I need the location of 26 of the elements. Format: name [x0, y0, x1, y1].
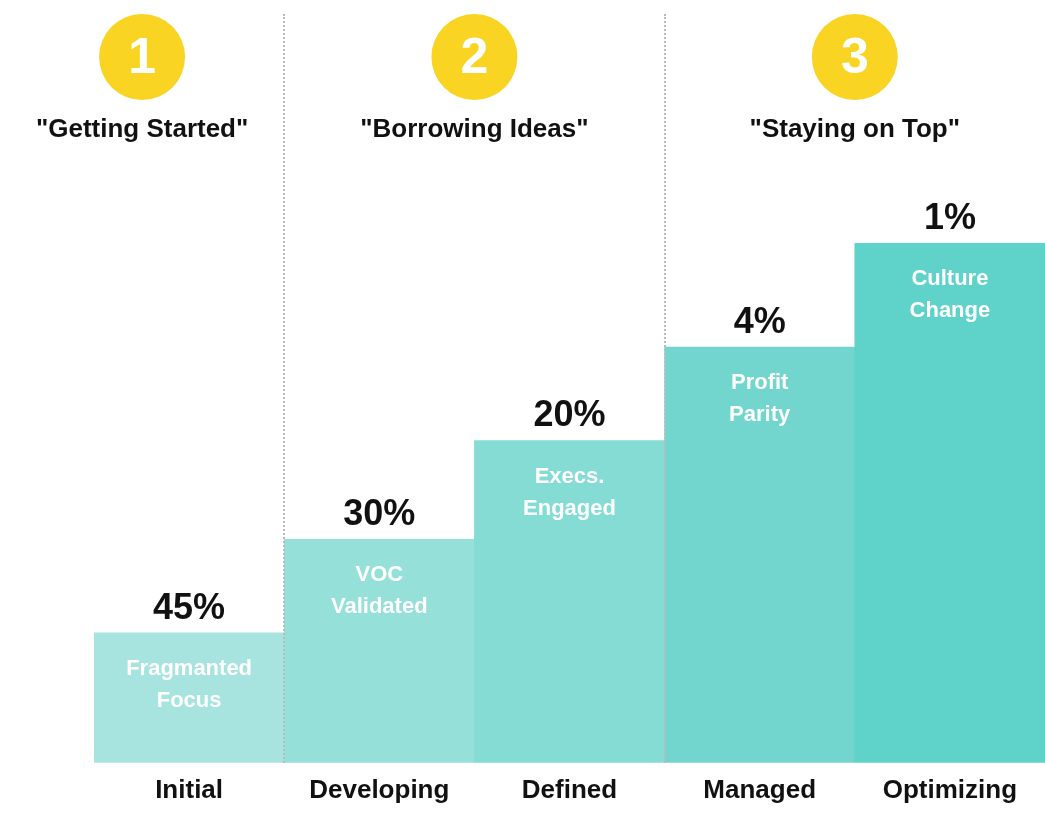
- x-tick-label: Initial: [155, 773, 224, 804]
- bar: [283, 538, 475, 763]
- x-tick-label: Optimizing: [882, 773, 1018, 804]
- annotation: 45%: [153, 585, 226, 627]
- text: "Getting Started": [35, 113, 249, 144]
- annotation: Execs. Engaged: [523, 462, 616, 520]
- annotation: 30%: [343, 492, 416, 534]
- annotation: 4%: [733, 299, 786, 341]
- annotation: Culture Change: [909, 265, 991, 323]
- x-tick-label: Defined: [521, 773, 618, 804]
- text: "Staying on Top": [749, 113, 961, 144]
- text: 1: [128, 27, 157, 84]
- annotation: Profit Parity: [729, 369, 792, 427]
- bar: [854, 243, 1045, 763]
- x-tick-label: Developing: [309, 773, 450, 804]
- annotation: 1%: [923, 195, 976, 237]
- text: 2: [460, 27, 489, 84]
- text: "Borrowing Ideas": [360, 113, 589, 144]
- annotation: VOC Validated: [331, 561, 428, 619]
- bar: [94, 632, 285, 763]
- x-tick-label: Managed: [703, 773, 817, 804]
- bar: [474, 440, 665, 763]
- annotation: Fragmanted Focus: [126, 654, 253, 712]
- annotation: 20%: [533, 393, 606, 435]
- bar: [664, 346, 856, 763]
- text: 3: [840, 27, 869, 84]
